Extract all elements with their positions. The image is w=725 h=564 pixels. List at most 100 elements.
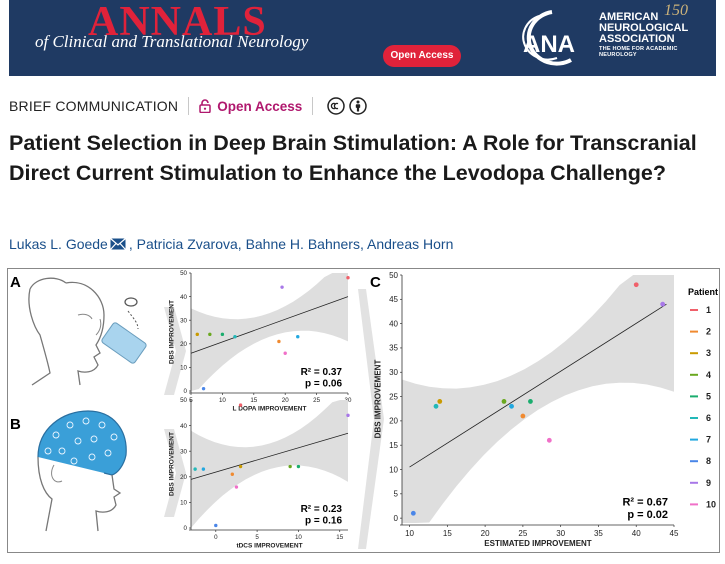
data-point-patient-5	[528, 399, 533, 404]
x-tick-label: 25	[313, 397, 320, 404]
arrow-a-icon	[164, 307, 186, 395]
scatter-chart-c[interactable]: 10 15 20 25 30 35 40 45 0 5 10 15 20 25 30 35 40 45 50 ESTI…	[373, 271, 679, 548]
x-axis-label: L DOPA IMPROVEMENT	[233, 405, 307, 412]
email-icon[interactable]	[109, 238, 126, 250]
y-axis-label: DBS IMPROVEMENT	[168, 300, 175, 364]
data-point-patient-9	[660, 301, 666, 307]
data-point-patient-9	[346, 413, 350, 418]
data-point-patient-7	[201, 467, 206, 471]
x-tick-label: 10	[295, 534, 302, 541]
data-point-patient-5	[220, 332, 225, 337]
meta-divider-2	[312, 97, 314, 115]
data-point-patient-4	[288, 464, 292, 469]
society-name-line-3: ASSOCIATION	[599, 33, 675, 45]
x-tick-label: 45	[670, 529, 679, 538]
y-tick-label: 10	[180, 500, 187, 507]
data-point-patient-7	[296, 335, 300, 339]
y-tick-label: 40	[389, 319, 398, 328]
article-title: Patient Selection in Deep Brain Stimulat…	[9, 131, 697, 185]
x-tick-label: 5	[255, 534, 259, 541]
y-tick-label: 10	[389, 465, 398, 474]
x-tick-label: 40	[632, 529, 641, 538]
r-squared-label: R² = 0.23	[301, 504, 343, 515]
legend-entry-10: 10	[706, 499, 716, 509]
legend-entry-5: 5	[706, 391, 711, 401]
x-tick-label: 20	[282, 397, 289, 404]
panel-label-a: A	[10, 274, 21, 291]
y-tick-label: 50	[389, 271, 398, 280]
data-point-patient-4	[501, 399, 507, 404]
x-tick-label: 25	[518, 529, 527, 538]
y-tick-label: 20	[389, 417, 398, 426]
data-point-patient-6	[193, 467, 197, 471]
regression-line	[190, 296, 349, 354]
regression-line	[409, 303, 667, 468]
data-point-patient-1	[346, 276, 350, 280]
creative-commons-icon[interactable]	[327, 97, 345, 115]
y-tick-label: 15	[389, 441, 398, 450]
x-tick-label: 35	[594, 529, 603, 538]
data-point-patient-7	[509, 403, 514, 409]
x-tick-label: 20	[481, 529, 490, 538]
y-tick-label: 5	[394, 490, 399, 499]
ana-logo-icon: ANA	[522, 10, 575, 66]
legend-entry-6: 6	[706, 413, 711, 423]
y-axis-label: DBS IMPROVEMENT	[168, 432, 175, 496]
attribution-icon[interactable]	[349, 97, 367, 115]
arrow-c-icon	[358, 289, 384, 549]
y-tick-label: 50	[180, 397, 187, 404]
regression-line	[190, 432, 349, 480]
x-tick-label: 0	[214, 534, 218, 541]
figure-1[interactable]: A B C 5101520253001020304050L DOPA IMPRO…	[7, 268, 720, 553]
journal-banner[interactable]: ANNALS of Clinical and Translational Neu…	[9, 0, 716, 76]
y-tick-label: 20	[180, 474, 187, 481]
p-value-label: p = 0.16	[305, 516, 342, 527]
panel-label-b: B	[10, 416, 21, 433]
data-point-patient-9	[280, 285, 284, 289]
confidence-band	[191, 273, 348, 391]
data-point-patient-8	[201, 386, 206, 391]
article-type: BRIEF COMMUNICATION	[9, 98, 179, 114]
data-point-patient-6	[233, 335, 237, 339]
y-tick-label: 30	[180, 448, 187, 455]
confidence-band	[191, 400, 348, 528]
article-meta-row: BRIEF COMMUNICATION Open Access	[9, 96, 367, 116]
scatter-chart-b[interactable]: 0 5 10 15 0 10 20 30 40 50 tDCS IMPROVEMENT DBS IMP…	[168, 397, 350, 549]
y-axis-label: DBS IMPROVEMENT	[373, 360, 382, 439]
society-name: AMERICAN NEUROLOGICAL ASSOCIATION	[599, 12, 709, 45]
open-access-link[interactable]: Open Access	[217, 98, 303, 114]
coauthor-names[interactable]: , Patricia Zvarova, Bahne H. Bahners, An…	[128, 236, 454, 252]
journal-subtitle: of Clinical and Translational Neurology	[35, 32, 309, 51]
anniversary-years: 150	[664, 2, 688, 19]
scatter-chart-a[interactable]: 5101520253001020304050L DOPA IMPROVEMENT…	[168, 270, 352, 412]
x-tick-label: 30	[556, 529, 565, 538]
author-name[interactable]: Lukas L. Goede	[9, 236, 108, 252]
y-tick-label: 45	[389, 295, 398, 304]
data-point-patient-10	[546, 437, 552, 443]
y-tick-label: 30	[180, 317, 187, 324]
arrow-shapes	[164, 289, 384, 549]
p-value-label: p = 0.06	[305, 379, 342, 390]
y-tick-label: 0	[184, 525, 188, 532]
y-tick-label: 20	[180, 341, 187, 348]
arrow-b-icon	[164, 429, 186, 517]
meta-divider	[188, 97, 190, 115]
data-point-patient-3	[238, 464, 243, 469]
journal-title: ANNALS	[88, 0, 267, 45]
y-tick-label: 30	[389, 368, 398, 377]
ana-abbr: ANA	[523, 31, 575, 58]
data-point-patient-6	[433, 403, 439, 409]
x-tick-label: 15	[336, 534, 343, 541]
x-tick-label: 30	[345, 397, 352, 404]
legend-title: Patient	[688, 287, 718, 297]
society-tagline: THE HOME FOR ACADEMIC NEUROLOGY	[599, 46, 678, 58]
data-point-patient-4	[208, 332, 212, 337]
open-access-pill[interactable]: Open Access	[383, 45, 461, 67]
data-point-patient-1	[238, 403, 243, 407]
p-value-label: p = 0.02	[627, 509, 668, 521]
data-point-patient-5	[296, 464, 301, 469]
legend-entry-9: 9	[706, 478, 711, 488]
legend-entry-8: 8	[706, 456, 711, 466]
r-squared-label: R² = 0.67	[622, 496, 668, 508]
x-tick-label: 15	[443, 529, 452, 538]
